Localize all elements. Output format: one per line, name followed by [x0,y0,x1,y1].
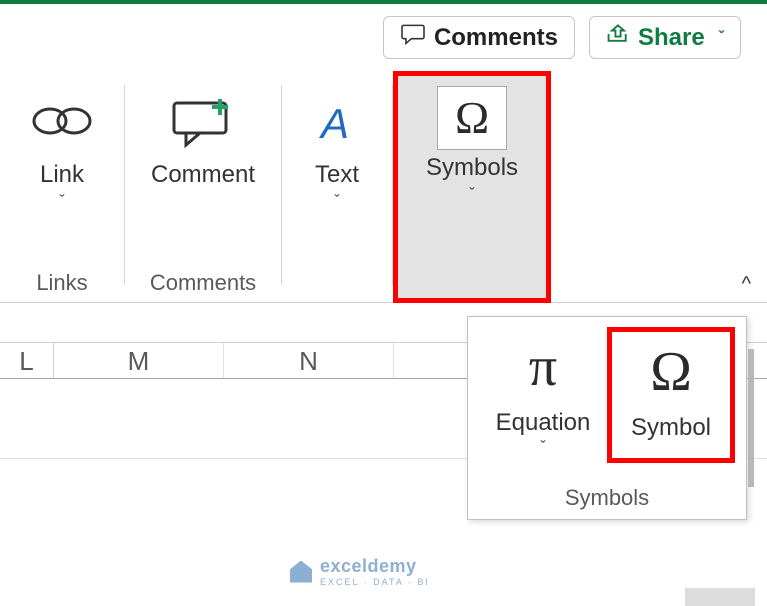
chevron-down-icon: ˇ [469,186,474,204]
col-header-l-partial[interactable]: L [0,343,54,378]
comments-group-label: Comments [150,270,256,302]
symbols-button[interactable]: Ω Symbols ˇ [393,71,551,303]
chevron-down-icon: ˇ [540,439,545,457]
link-label: Link [40,161,84,189]
share-icon [606,23,630,52]
comment-button[interactable]: Comment [133,81,273,189]
ribbon-group-text: A Text ˇ [282,71,392,302]
chevron-down-icon: ˇ [334,193,339,211]
symbols-label: Symbols [426,154,518,182]
text-label: Text [315,161,359,189]
pi-icon: π [529,331,557,403]
col-header-m[interactable]: M [54,343,224,378]
new-comment-icon [166,85,240,157]
equation-button[interactable]: π Equation ˇ [479,327,607,463]
share-button[interactable]: Share ˇ [589,16,741,59]
ribbon-collapse-chevron-icon[interactable]: ^ [742,273,751,296]
watermark-subtext: EXCEL · DATA · BI [320,577,430,587]
comment-label: Comment [151,161,255,189]
share-button-label: Share [638,24,705,52]
col-header-n[interactable]: N [224,343,394,378]
ribbon: Link ˇ Links Comment Comments [0,71,767,303]
text-button[interactable]: A Text ˇ [290,81,384,211]
chevron-down-icon: ˇ [59,193,64,211]
watermark-text: exceldemy [320,556,417,576]
ribbon-group-comments: Comment Comments [125,71,281,302]
chevron-down-icon: ˇ [719,29,724,47]
dropdown-resize-strip [748,349,754,487]
comment-bubble-icon [400,23,426,52]
omega-icon: Ω [437,86,507,150]
text-icon: A [308,85,366,157]
symbols-dropdown-panel: π Equation ˇ Ω Symbol Symbols [467,316,747,520]
watermark-logo-icon [290,561,312,583]
comments-button-label: Comments [434,24,558,52]
svg-text:A: A [318,100,349,147]
symbol-button[interactable]: Ω Symbol [607,327,735,463]
watermark: exceldemy EXCEL · DATA · BI [290,556,430,587]
header-actions: Comments Share ˇ [0,4,767,71]
equation-label: Equation [496,409,591,437]
link-button[interactable]: Link ˇ [8,81,116,211]
comments-button[interactable]: Comments [383,16,575,59]
dropdown-group-label: Symbols [474,485,740,511]
symbol-label: Symbol [631,414,711,442]
ribbon-group-links: Link ˇ Links [0,71,124,302]
omega-icon: Ω [650,336,692,408]
horizontal-scrollbar[interactable] [685,588,755,606]
link-icon [26,85,98,157]
links-group-label: Links [36,270,87,302]
